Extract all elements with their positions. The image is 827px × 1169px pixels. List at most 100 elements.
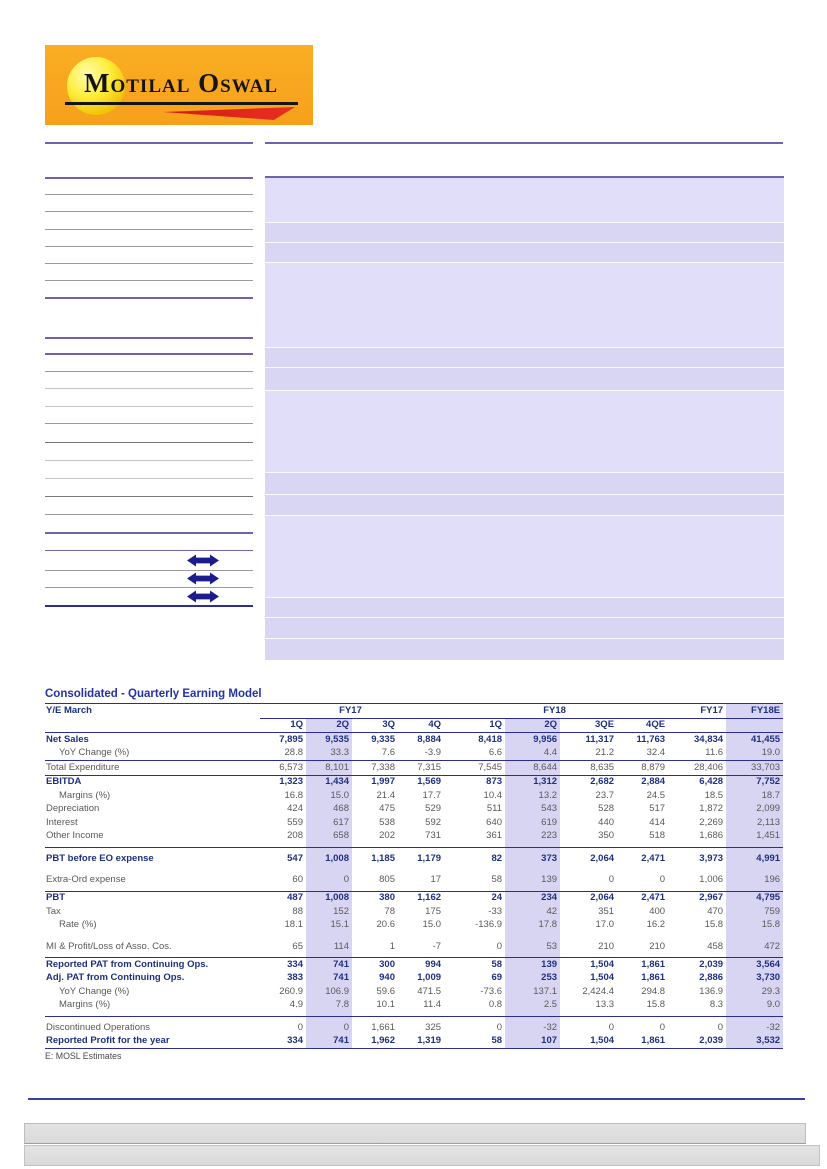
table-cell: 29.3 [726, 985, 784, 999]
table-cell: 528 [598, 803, 615, 814]
table-cell: 0 [668, 1015, 727, 1035]
table-cell: 18.1 [284, 919, 304, 930]
table-cell: 58 [444, 1034, 506, 1049]
table-cell: 2.5 [505, 998, 561, 1016]
redacted-panel-row [265, 242, 784, 262]
table-cell: 617 [306, 816, 352, 830]
redacted-panel-row [265, 494, 784, 515]
table-row: Interest 559 617 538 592 640 619 440 414 2,269 2,1… [45, 816, 784, 830]
table-cell: 1,861 [617, 957, 669, 972]
table-cell: 0 [306, 1015, 352, 1035]
row-label: Rate (%) [59, 919, 97, 930]
table-cell: 1,661 [352, 1015, 398, 1035]
footer-bar-top [24, 1123, 806, 1144]
table-cell: 1,872 [699, 803, 724, 814]
row-label: MI & Profit/Loss of Asso. Cos. [46, 940, 172, 952]
row-label: Discontinued Operations [45, 1015, 260, 1035]
redacted-line [45, 514, 253, 515]
table-cell: 1,006 [699, 874, 724, 885]
table-row: Other Income 208 658 202 731 361 223 350 518 1,68… [45, 829, 784, 847]
table-cell: 11.4 [423, 999, 442, 1010]
table-cell: 202 [379, 830, 395, 841]
quarter-header-empty [726, 718, 784, 733]
table-cell: 1,008 [306, 890, 352, 905]
table-cell: 24.5 [646, 789, 666, 801]
table-cell: 7.6 [381, 747, 395, 758]
quarterly-earning-table: Y/E March FY17 FY18 FY17 FY18E 1Q 2Q 3Q 4Q 1… [45, 703, 784, 1049]
table-cell: 440 [598, 816, 615, 828]
table-cell: 468 [306, 802, 352, 816]
table-row: Reported Profit for the year 334 741 1,962 1… [45, 1034, 784, 1049]
redacted-line [45, 353, 253, 355]
table-cell: 13.3 [595, 999, 615, 1010]
redacted-panel-row [265, 347, 784, 367]
table-cell: 2,064 [560, 890, 618, 905]
table-cell: 1,162 [398, 890, 445, 905]
table-cell: 24 [444, 890, 506, 905]
table-cell: 2,967 [668, 890, 727, 905]
table-title: Consolidated - Quarterly Earning Model [45, 688, 262, 700]
redacted-line [265, 142, 783, 144]
logo-text: Motilal Oswal [83, 68, 278, 98]
quarterly-earning-model-section: Consolidated - Quarterly Earning Model Y… [45, 688, 784, 1061]
table-row: MI & Profit/Loss of Asso. Cos. 65 114 1 -7 0 5… [45, 935, 784, 958]
table-cell: 518 [649, 830, 666, 841]
left-right-arrow-icon [187, 572, 219, 585]
table-cell: 21.4 [376, 789, 396, 801]
table-cell: 1,861 [641, 972, 666, 983]
redacted-line [45, 388, 253, 389]
table-cell: 223 [505, 829, 561, 847]
table-cell: 458 [707, 940, 724, 952]
footer-bar-bottom [24, 1145, 820, 1166]
table-cell: 3,532 [726, 1034, 784, 1049]
table-cell: 3,730 [726, 971, 784, 985]
row-label: Margins (%) [59, 789, 111, 801]
table-cell: 0 [260, 1015, 306, 1035]
redacted-line [45, 478, 253, 479]
quarter-header-empty [668, 718, 727, 733]
table-cell: 640 [486, 816, 503, 828]
table-cell: 3,973 [668, 846, 727, 869]
table-cell: 10.4 [483, 789, 503, 801]
table-cell: 139 [505, 869, 561, 891]
table-cell: 1,451 [726, 829, 784, 847]
table-cell: 78 [384, 905, 395, 917]
row-label: Other Income [46, 830, 104, 841]
table-row: YoY Change (%) 260.9 106.9 59.6 471.5 -73.6 13… [45, 985, 784, 999]
table-cell: -73.6 [480, 985, 503, 997]
table-cell: 11.6 [705, 747, 724, 758]
table-row: Extra-Ord expense 60 0 805 17 58 139 0 0 1,006 196 [45, 869, 784, 891]
table-cell: 8,884 [417, 733, 442, 745]
table-cell: 7,338 [352, 760, 398, 775]
table-cell: 69 [491, 972, 503, 983]
table-cell: 42 [505, 905, 561, 919]
table-cell: 8,418 [478, 733, 503, 745]
redacted-panel-row [265, 367, 784, 390]
table-cell: -136.9 [475, 919, 503, 930]
redacted-panel-row [265, 178, 784, 222]
table-cell: 7,545 [444, 760, 506, 775]
table-cell: 6.6 [488, 747, 503, 758]
table-cell: 6,428 [668, 774, 727, 789]
table-cell: 107 [505, 1034, 561, 1049]
table-cell: 9,956 [505, 732, 561, 747]
redacted-panel-row [265, 515, 784, 597]
table-cell: 334 [260, 957, 306, 972]
table-cell: 994 [398, 957, 445, 972]
table-cell: 1,504 [560, 1034, 618, 1049]
table-cell: 0.8 [488, 999, 503, 1010]
group-fy17: FY17 [260, 703, 445, 719]
table-cell: 2,424.4 [582, 985, 615, 997]
redacted-line [45, 211, 253, 212]
table-cell: 15.0 [306, 789, 352, 803]
table-cell: 414 [649, 816, 666, 828]
group-header-row: Y/E March FY17 FY18 FY17 FY18E [45, 703, 784, 719]
table-cell: 34,834 [694, 733, 724, 745]
table-cell: 88 [292, 905, 303, 917]
table-cell: 82 [444, 846, 506, 869]
table-cell: 0 [617, 1015, 669, 1035]
table-cell: 325 [398, 1015, 445, 1035]
table-cell: 517 [649, 803, 666, 814]
table-cell: 4.9 [289, 999, 303, 1010]
quarter-header: 3QE [560, 718, 618, 733]
